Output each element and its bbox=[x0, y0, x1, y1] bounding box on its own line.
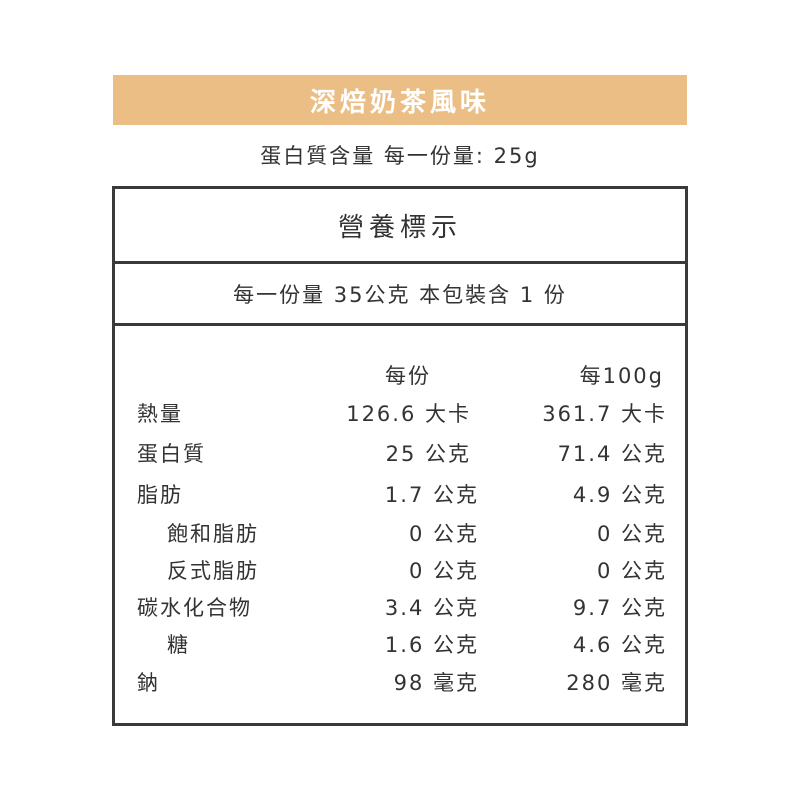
per-serving-value: 126.6 大卡 bbox=[346, 402, 471, 426]
per-100g-value: 280 毫克 bbox=[566, 671, 667, 695]
per-serving-value: 0 公克 bbox=[408, 559, 479, 583]
nutrient-row: 蛋白質 25 公克 71.4 公克 bbox=[115, 439, 691, 469]
per-serving-value: 3.4 公克 bbox=[384, 596, 479, 620]
column-header-per-100g: 每100g bbox=[579, 364, 664, 388]
per-100g-value: 361.7 大卡 bbox=[542, 402, 667, 426]
serving-info: 每一份量 35公克 本包裝含 1 份 bbox=[115, 264, 685, 326]
per-100g-value: 71.4 公克 bbox=[557, 442, 667, 466]
nutrient-label: 蛋白質 bbox=[137, 442, 206, 466]
nutrient-label: 脂肪 bbox=[137, 483, 183, 507]
protein-summary: 蛋白質含量 每一份量: 25g bbox=[260, 144, 540, 168]
nutrient-row: 糖 1.6 公克 4.6 公克 bbox=[115, 630, 691, 660]
nutrient-label: 碳水化合物 bbox=[137, 596, 252, 620]
per-serving-value: 1.6 公克 bbox=[384, 633, 479, 657]
per-serving-value: 0 公克 bbox=[408, 522, 479, 546]
nutrient-label: 熱量 bbox=[137, 402, 183, 426]
nutrient-row: 鈉 98 毫克 280 毫克 bbox=[115, 668, 691, 698]
column-header-per-serving: 每份 bbox=[385, 364, 431, 388]
product-title-banner: 深焙奶茶風味 bbox=[113, 75, 687, 125]
per-100g-value: 4.6 公克 bbox=[572, 633, 667, 657]
nutrient-label: 飽和脂肪 bbox=[167, 522, 259, 546]
nutrient-row: 熱量 126.6 大卡 361.7 大卡 bbox=[115, 399, 691, 429]
nutrition-label: 營養標示 每一份量 35公克 本包裝含 1 份 每份 每100g 熱量 126.… bbox=[112, 186, 688, 726]
per-100g-value: 0 公克 bbox=[596, 559, 667, 583]
nutrient-label: 鈉 bbox=[137, 671, 160, 695]
per-serving-value: 25 公克 bbox=[385, 442, 471, 466]
nutrient-row: 飽和脂肪 0 公克 0 公克 bbox=[115, 519, 691, 549]
per-serving-value: 1.7 公克 bbox=[384, 483, 479, 507]
nutrient-label: 反式脂肪 bbox=[167, 559, 259, 583]
nutrient-label: 糖 bbox=[167, 633, 190, 657]
nutrient-row: 反式脂肪 0 公克 0 公克 bbox=[115, 556, 691, 586]
per-100g-value: 9.7 公克 bbox=[572, 596, 667, 620]
label-title: 營養標示 bbox=[115, 189, 685, 264]
per-serving-value: 98 毫克 bbox=[393, 671, 479, 695]
nutrient-row: 碳水化合物 3.4 公克 9.7 公克 bbox=[115, 593, 691, 623]
per-100g-value: 0 公克 bbox=[596, 522, 667, 546]
column-header-row: 每份 每100g bbox=[115, 361, 691, 391]
per-100g-value: 4.9 公克 bbox=[572, 483, 667, 507]
nutrient-row: 脂肪 1.7 公克 4.9 公克 bbox=[115, 480, 691, 510]
